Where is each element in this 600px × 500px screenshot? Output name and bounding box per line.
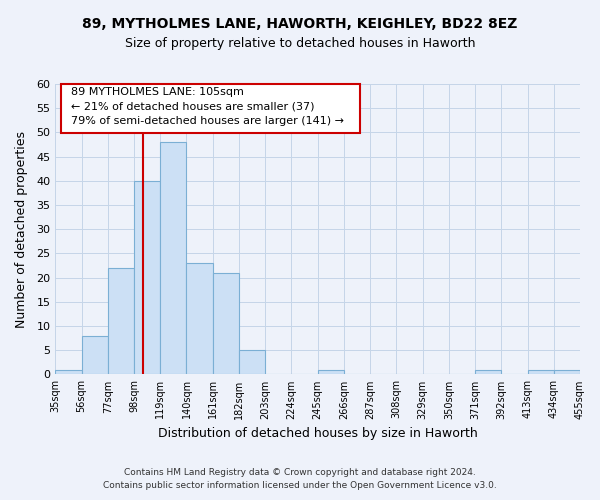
Y-axis label: Number of detached properties: Number of detached properties	[15, 130, 28, 328]
Bar	[108, 268, 134, 374]
Bar	[160, 142, 187, 374]
Bar	[554, 370, 580, 374]
Text: 89, MYTHOLMES LANE, HAWORTH, KEIGHLEY, BD22 8EZ: 89, MYTHOLMES LANE, HAWORTH, KEIGHLEY, B…	[82, 18, 518, 32]
Text: Contains HM Land Registry data © Crown copyright and database right 2024.
Contai: Contains HM Land Registry data © Crown c…	[103, 468, 497, 490]
Bar	[239, 350, 265, 374]
X-axis label: Distribution of detached houses by size in Haworth: Distribution of detached houses by size …	[158, 427, 478, 440]
Bar	[187, 263, 213, 374]
Bar	[475, 370, 501, 374]
Bar	[527, 370, 554, 374]
Text: Size of property relative to detached houses in Haworth: Size of property relative to detached ho…	[125, 38, 475, 51]
Bar	[55, 370, 82, 374]
Bar	[134, 181, 160, 374]
FancyBboxPatch shape	[61, 84, 359, 134]
Bar	[82, 336, 108, 374]
Bar	[213, 273, 239, 374]
Bar	[317, 370, 344, 374]
Text: 89 MYTHOLMES LANE: 105sqm
← 21% of detached houses are smaller (37)
79% of semi-: 89 MYTHOLMES LANE: 105sqm ← 21% of detac…	[71, 87, 344, 126]
